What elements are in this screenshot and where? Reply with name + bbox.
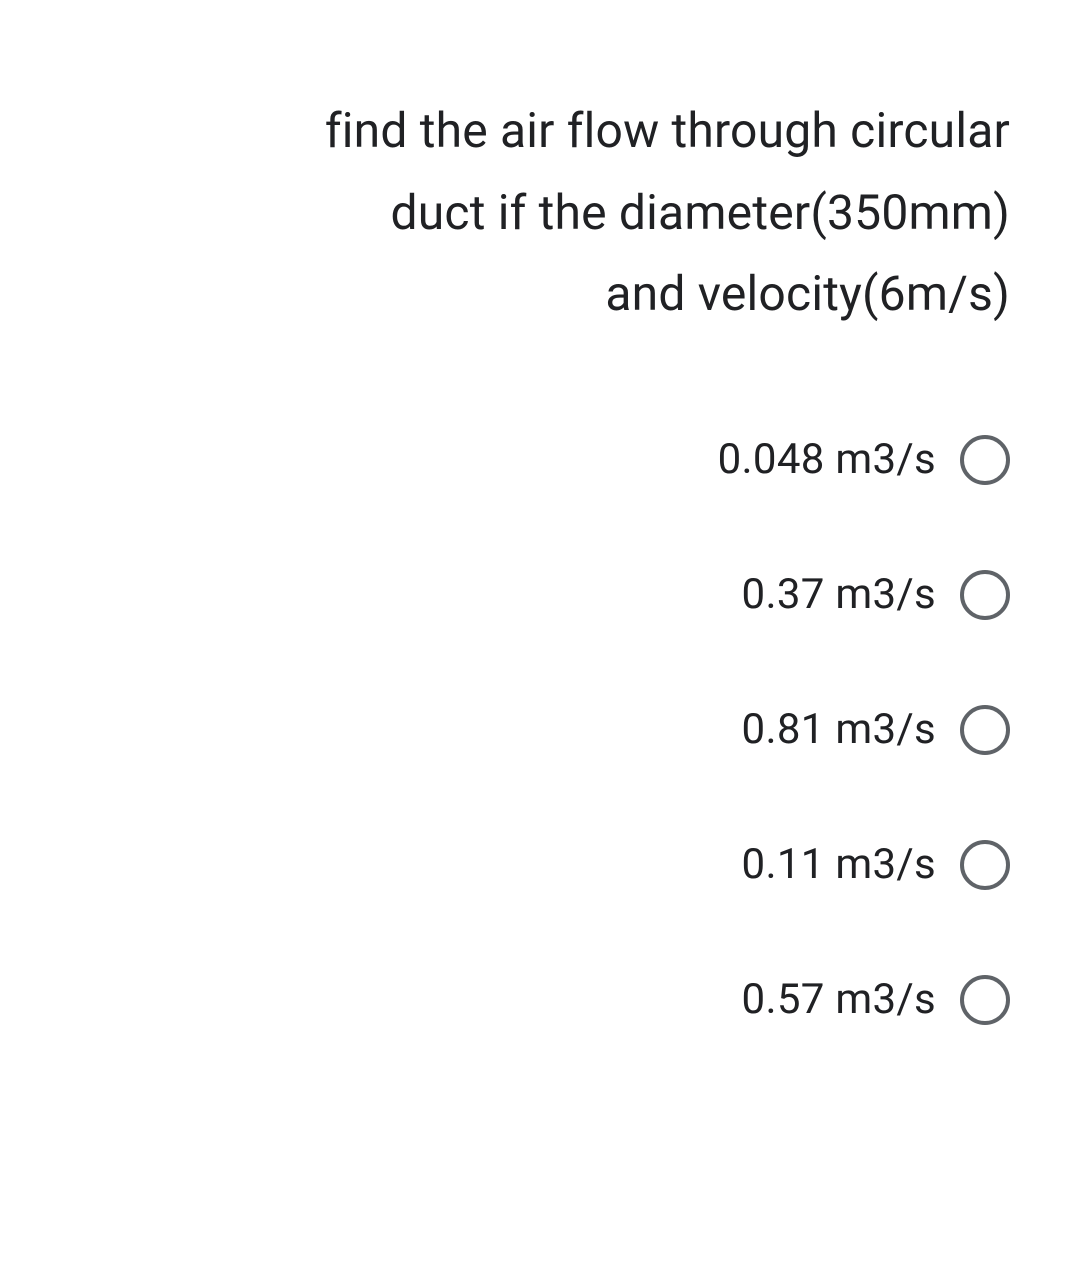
option-2-label: 0.37 m3/s <box>742 570 936 619</box>
radio-icon <box>960 570 1010 620</box>
option-1[interactable]: 0.048 m3/s <box>718 435 1010 485</box>
option-3-label: 0.81 m3/s <box>742 705 936 754</box>
option-4-label: 0.11 m3/s <box>742 840 936 889</box>
question-line-2: duct if the diameter(350mm) <box>390 184 1010 241</box>
radio-icon <box>960 840 1010 890</box>
option-5[interactable]: 0.57 m3/s <box>742 975 1010 1025</box>
radio-icon <box>960 435 1010 485</box>
question-line-1: find the air flow through circular <box>325 102 1010 159</box>
option-4[interactable]: 0.11 m3/s <box>742 840 1010 890</box>
option-1-label: 0.048 m3/s <box>718 435 936 484</box>
option-2[interactable]: 0.37 m3/s <box>742 570 1010 620</box>
option-3[interactable]: 0.81 m3/s <box>742 705 1010 755</box>
radio-icon <box>960 705 1010 755</box>
options-group: 0.048 m3/s 0.37 m3/s 0.81 m3/s 0.11 m3/s… <box>90 435 1010 1025</box>
question-line-3: and velocity(6m/s) <box>605 265 1010 322</box>
option-5-label: 0.57 m3/s <box>742 975 936 1024</box>
radio-icon <box>960 975 1010 1025</box>
question-text: find the air flow through circular duct … <box>90 90 1010 335</box>
